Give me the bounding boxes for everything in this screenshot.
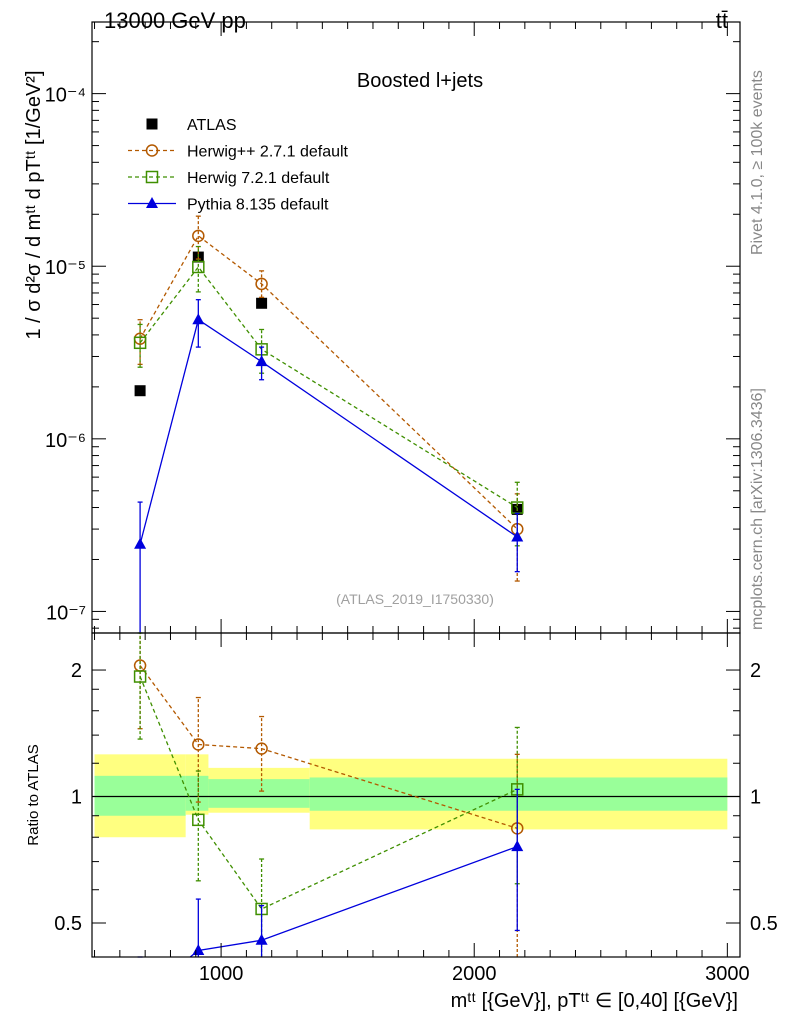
header-process-label: tt̄ <box>716 8 728 33</box>
x-tick-label: 3000 <box>705 963 750 985</box>
analysis-watermark: (ATLAS_2019_I1750330) <box>336 591 494 607</box>
main-series-line-2 <box>139 265 518 509</box>
main-point <box>255 277 268 291</box>
ratio-y-tick-label: 1 <box>71 787 82 809</box>
main-point <box>133 336 147 350</box>
rivet-version-label: Rivet 4.1.0, ≥ 100k events <box>749 70 766 255</box>
x-axis-label: mᵗᵗ [{GeV}], pTᵗᵗ ∈ [0,40] [{GeV}] <box>451 990 738 1012</box>
ratio-y-tick-label-right: 2 <box>750 660 761 682</box>
legend-label: Herwig++ 2.7.1 default <box>187 144 349 161</box>
ratio-y-tick-label: 2 <box>71 660 82 682</box>
main-y-tick-label: 10⁻⁶ <box>45 430 86 452</box>
legend-marker <box>146 118 158 130</box>
ratio-y-tick-label: 0.5 <box>54 913 82 935</box>
ratio-band-inner <box>309 777 728 811</box>
ratio-band-inner <box>94 775 186 816</box>
ratio-y-tick-label-right: 1 <box>750 787 761 809</box>
ratio-point <box>255 742 268 755</box>
main-y-tick-label: 10⁻⁷ <box>46 602 86 624</box>
x-tick-label: 2000 <box>452 963 497 985</box>
ratio-point <box>192 813 205 827</box>
ratio-y-tick-label-right: 0.5 <box>750 913 778 935</box>
ratio-point <box>255 933 268 945</box>
ratio-band-inner <box>185 775 209 811</box>
main-point <box>192 313 205 325</box>
header-collision-label: 13000 GeV pp <box>104 8 246 33</box>
main-point <box>134 537 147 549</box>
main-point <box>192 260 205 274</box>
x-tick-label: 1000 <box>199 963 244 985</box>
main-panel-frame <box>91 21 741 634</box>
legend-label: ATLAS <box>187 117 237 134</box>
main-point <box>255 355 268 367</box>
main-y-tick-label: 10⁻⁴ <box>45 85 86 107</box>
ratio-point <box>511 840 524 852</box>
ratio-band-inner <box>208 779 310 808</box>
ratio-series-line-0 <box>139 665 518 829</box>
ratio-panel-frame <box>91 632 741 958</box>
ratio-y-axis-label: Ratio to ATLAS <box>25 744 42 845</box>
chart-title: Boosted l+jets <box>357 70 483 92</box>
legend-marker <box>145 144 159 157</box>
ratio-point <box>192 738 205 751</box>
legend-marker <box>145 170 159 184</box>
main-y-axis-label: 1 / σ d²σ / d mᵗᵗ d pTᵗᵗ [1/GeV²] <box>23 70 45 339</box>
main-point <box>134 385 146 397</box>
ratio-series-line-1 <box>139 676 518 910</box>
legend-marker <box>146 197 158 208</box>
source-label: mcplots.cern.ch [arXiv:1306.3436] <box>749 388 766 630</box>
main-y-tick-label: 10⁻⁵ <box>45 257 86 279</box>
legend-label: Pythia 8.135 default <box>187 197 329 214</box>
main-point <box>511 530 524 542</box>
main-series-line-1 <box>139 234 518 530</box>
main-point <box>192 229 205 243</box>
legend-label: Herwig 7.2.1 default <box>187 170 330 187</box>
ratio-point <box>133 670 147 683</box>
main-point <box>256 297 268 309</box>
main-series-line-3 <box>139 318 518 545</box>
ratio-series-line-2 <box>189 845 518 957</box>
